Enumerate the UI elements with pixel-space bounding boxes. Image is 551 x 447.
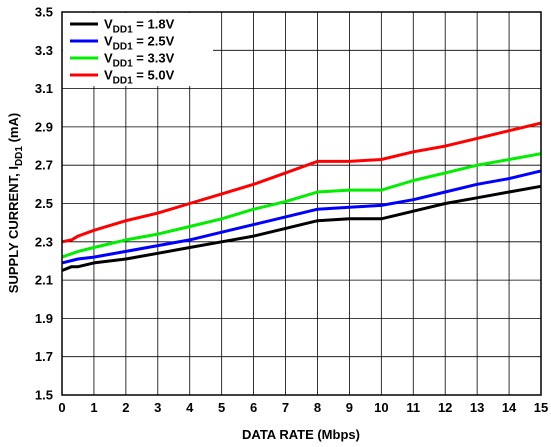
x-tick-label: 14 xyxy=(502,400,517,415)
x-tick-label: 13 xyxy=(470,400,484,415)
series-line-4 xyxy=(61,121,542,244)
x-axis-label: DATA RATE (Mbps) xyxy=(242,427,360,442)
y-tick-label: 2.7 xyxy=(35,158,53,173)
series-line-3 xyxy=(61,152,542,259)
x-tick-label: 11 xyxy=(406,400,420,415)
y-axis-label: SUPPLY CURRENT, IDD1 (mA) xyxy=(6,113,25,293)
y-tick-labels: 1.5 1.7 1.9 2.1 2.3 2.5 2.7 2.9 3.1 3.3 3.5 xyxy=(35,5,53,403)
x-tick-label: 15 xyxy=(534,400,548,415)
y-tick-label: 1.5 xyxy=(35,388,53,403)
x-tick-labels: 0 1 2 3 4 5 6 7 8 9 10 11 12 13 14 15 xyxy=(58,400,548,415)
x-tick-label: 10 xyxy=(374,400,388,415)
y-tick-label: 3.5 xyxy=(35,5,53,20)
y-tick-label: 3.3 xyxy=(35,43,53,58)
x-tick-label: 9 xyxy=(346,400,353,415)
y-tick-label: 2.9 xyxy=(35,119,53,134)
y-tick-label: 2.3 xyxy=(35,234,53,249)
data-series xyxy=(61,121,542,272)
x-tick-label: 4 xyxy=(186,400,194,415)
x-tick-label: 0 xyxy=(58,400,65,415)
x-tick-label: 3 xyxy=(154,400,161,415)
legend-label: VDD1 = 5.0V xyxy=(104,68,175,87)
plot-frame xyxy=(61,11,542,396)
x-tick-label: 6 xyxy=(250,400,257,415)
series-line-2 xyxy=(61,169,542,265)
legend-label: VDD1 = 1.8V xyxy=(104,17,175,36)
series-line-1 xyxy=(61,184,542,272)
x-tick-label: 5 xyxy=(218,400,225,415)
legend-label: VDD1 = 3.3V xyxy=(104,51,175,70)
x-tick-label: 7 xyxy=(282,400,289,415)
y-tick-label: 1.9 xyxy=(35,311,53,326)
y-tick-label: 3.1 xyxy=(35,81,53,96)
y-tick-label: 2.5 xyxy=(35,196,53,211)
x-tick-label: 2 xyxy=(122,400,129,415)
x-tick-label: 12 xyxy=(438,400,452,415)
y-tick-label: 1.7 xyxy=(35,349,53,364)
x-tick-label: 8 xyxy=(314,400,321,415)
x-tick-label: 1 xyxy=(90,400,97,415)
legend-label: VDD1 = 2.5V xyxy=(104,34,175,53)
y-tick-label: 2.1 xyxy=(35,273,53,288)
